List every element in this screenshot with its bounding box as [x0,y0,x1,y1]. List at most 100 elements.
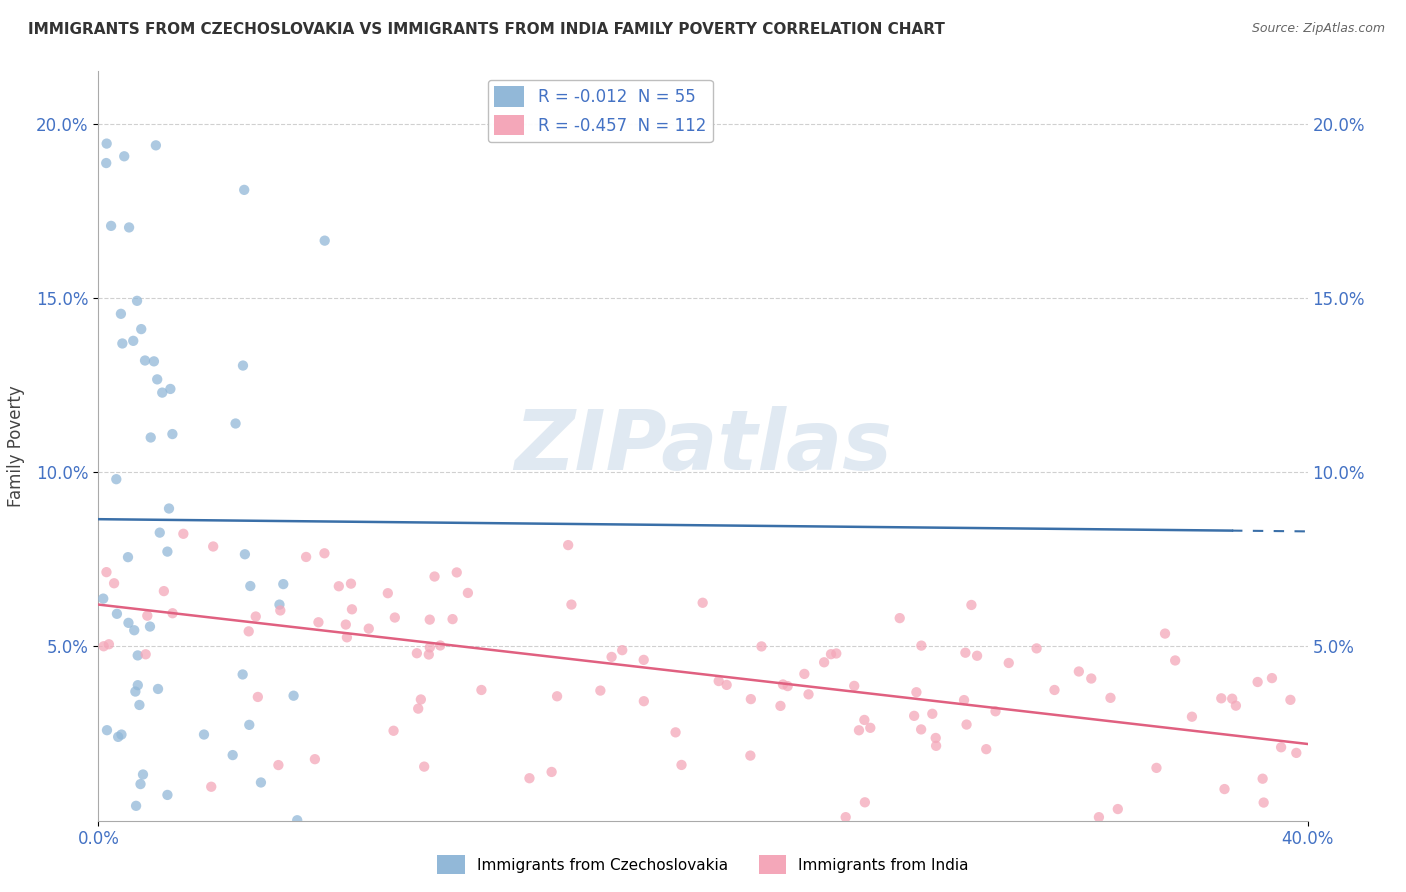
Point [127,678,149,692]
Point [1246,675,1268,690]
Point [925,739,948,753]
Text: ZIPatlas: ZIPatlas [515,406,891,486]
Text: IMMIGRANTS FROM CZECHOSLOVAKIA VS IMMIGRANTS FROM INDIA FAMILY POVERTY CORRELATI: IMMIGRANTS FROM CZECHOSLOVAKIA VS IMMIGR… [28,22,945,37]
Point [1107,802,1129,816]
Point [470,683,492,698]
Point [132,767,155,781]
Point [139,619,162,633]
Point [153,584,176,599]
Point [813,655,835,669]
Point [96,156,118,170]
Point [1270,740,1292,755]
Point [107,730,129,744]
Point [245,609,267,624]
Point [419,640,441,655]
Point [384,610,406,624]
Point [172,526,194,541]
Point [336,630,359,644]
Point [560,598,582,612]
Legend: Immigrants from Czechoslovakia, Immigrants from India: Immigrants from Czechoslovakia, Immigran… [432,849,974,880]
Point [156,788,179,802]
Point [457,586,479,600]
Point [93,639,115,653]
Point [406,701,429,715]
Point [1154,626,1177,640]
Point [423,569,446,583]
Point [953,693,976,707]
Point [1213,782,1236,797]
Point [111,336,134,351]
Point [776,679,799,693]
Point [150,385,173,400]
Point [328,579,350,593]
Point [910,639,932,653]
Point [820,647,842,661]
Point [1261,671,1284,685]
Point [225,417,247,431]
Point [122,624,145,638]
Point [357,622,380,636]
Point [232,667,254,681]
Point [633,653,655,667]
Point [1211,691,1233,706]
Point [136,608,159,623]
Point [997,656,1019,670]
Point [193,727,215,741]
Point [751,640,773,654]
Point [382,723,405,738]
Point [340,602,363,616]
Point [1146,761,1168,775]
Point [853,713,876,727]
Point [905,685,928,699]
Point [232,359,254,373]
Point [96,136,118,151]
Point [250,775,273,789]
Legend: R = -0.012  N = 55, R = -0.457  N = 112: R = -0.012 N = 55, R = -0.457 N = 112 [488,79,713,142]
Point [129,777,152,791]
Point [202,540,225,554]
Point [1025,641,1047,656]
Point [127,648,149,663]
Point [340,576,363,591]
Point [1253,796,1275,810]
Point [955,717,977,731]
Point [966,648,988,663]
Point [1285,746,1308,760]
Point [96,723,118,738]
Y-axis label: Family Poverty: Family Poverty [7,385,25,507]
Point [1164,653,1187,667]
Point [156,544,179,558]
Point [671,758,693,772]
Point [429,639,451,653]
Point [139,430,162,444]
Point [903,709,925,723]
Point [910,723,932,737]
Point [772,677,794,691]
Point [314,546,336,560]
Point [1088,810,1111,824]
Point [162,606,184,620]
Point [238,624,260,639]
Point [405,646,427,660]
Point [239,579,262,593]
Point [740,748,762,763]
Point [1220,691,1243,706]
Point [1067,665,1090,679]
Point [142,354,165,368]
Point [233,547,256,561]
Point [200,780,222,794]
Point [960,598,983,612]
Point [110,307,132,321]
Point [110,728,132,742]
Text: Source: ZipAtlas.com: Source: ZipAtlas.com [1251,22,1385,36]
Point [100,219,122,233]
Point [419,613,441,627]
Point [105,472,128,486]
Point [984,704,1007,718]
Point [335,617,357,632]
Point [157,501,180,516]
Point [97,637,120,651]
Point [122,334,145,348]
Point [125,293,148,308]
Point [409,692,432,706]
